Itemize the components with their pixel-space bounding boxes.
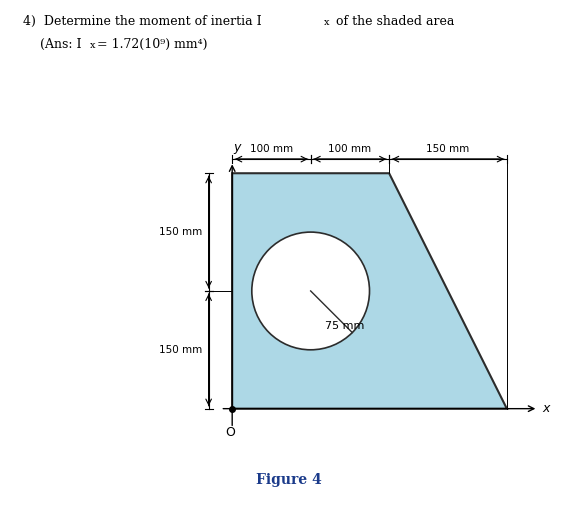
Text: x: x <box>324 18 330 27</box>
Text: x: x <box>89 41 95 50</box>
Text: of the shaded area: of the shaded area <box>332 15 454 28</box>
Text: 75 mm: 75 mm <box>325 321 364 331</box>
Text: 150 mm: 150 mm <box>159 227 203 237</box>
Text: O: O <box>226 426 235 439</box>
Text: (Ans: I: (Ans: I <box>40 38 82 51</box>
Text: 4)  Determine the moment of inertia I: 4) Determine the moment of inertia I <box>23 15 262 28</box>
Text: 100 mm: 100 mm <box>250 143 293 154</box>
Text: x: x <box>542 402 549 415</box>
Circle shape <box>252 232 369 350</box>
Polygon shape <box>232 173 507 409</box>
Text: 150 mm: 150 mm <box>426 143 470 154</box>
Text: 150 mm: 150 mm <box>159 345 203 355</box>
Text: y: y <box>234 140 241 154</box>
Text: 100 mm: 100 mm <box>328 143 372 154</box>
Text: Figure 4: Figure 4 <box>256 473 321 487</box>
Text: = 1.72(10⁹) mm⁴): = 1.72(10⁹) mm⁴) <box>97 38 208 51</box>
